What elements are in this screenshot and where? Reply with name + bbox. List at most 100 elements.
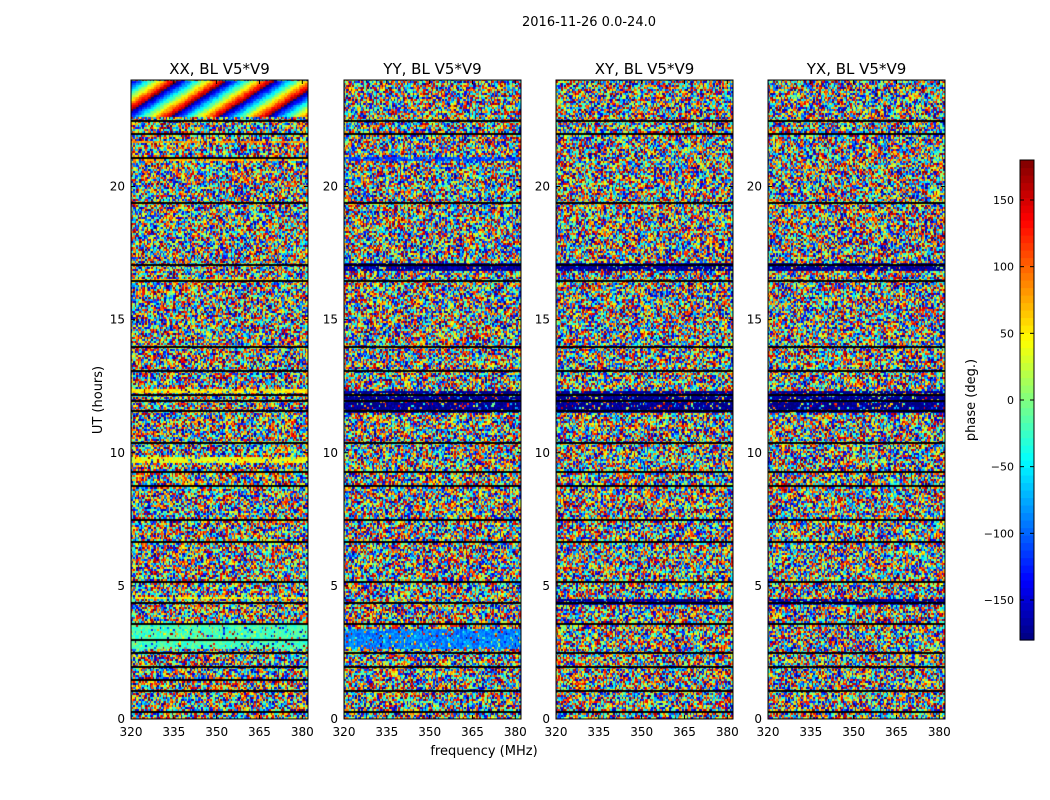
colorbar-segment	[1020, 617, 1034, 626]
heatmap-image	[556, 80, 733, 719]
colorbar-segment	[1020, 407, 1034, 416]
colorbar-segment	[1020, 400, 1034, 409]
colorbar-segment	[1020, 415, 1034, 424]
panel-title: XX, BL V5*V9	[169, 60, 270, 78]
x-tick-label: 380	[928, 725, 951, 739]
y-tick-label: 10	[747, 446, 762, 460]
colorbar-tick-label: 0	[1007, 394, 1014, 407]
axes-frame	[555, 79, 734, 720]
colorbar-segment	[1020, 317, 1034, 326]
colorbar-segment	[1020, 625, 1034, 634]
x-tick-label: 380	[291, 725, 314, 739]
y-tick-label: 15	[535, 313, 550, 327]
y-tick-label: 10	[535, 446, 550, 460]
colorbar-segment	[1020, 527, 1034, 536]
colorbar-segment	[1020, 437, 1034, 446]
colorbar-segment	[1020, 340, 1034, 349]
colorbar-tick-label: 50	[1000, 327, 1014, 340]
heatmap-image	[344, 80, 521, 719]
colorbar-segment	[1020, 280, 1034, 289]
heatmap-image	[768, 80, 945, 719]
x-axis-label: frequency (MHz)	[430, 744, 537, 759]
colorbar-segment	[1020, 520, 1034, 529]
panel-title: YX, BL V5*V9	[806, 60, 907, 78]
colorbar-segment	[1020, 512, 1034, 521]
colorbar-segment	[1020, 250, 1034, 259]
x-tick-label: 380	[504, 725, 527, 739]
colorbar-segment	[1020, 295, 1034, 304]
colorbar-segment	[1020, 370, 1034, 379]
heatmap-canvas	[131, 80, 308, 719]
colorbar-segment	[1020, 227, 1034, 236]
x-tick-label: 365	[248, 725, 271, 739]
colorbar-segment	[1020, 212, 1034, 221]
colorbar-segment	[1020, 175, 1034, 184]
y-tick-label: 20	[323, 180, 338, 194]
colorbar-segment	[1020, 595, 1034, 604]
colorbar-segment	[1020, 565, 1034, 574]
colorbar-segment	[1020, 377, 1034, 386]
colorbar-segment	[1020, 430, 1034, 439]
x-tick-label: 335	[587, 725, 610, 739]
y-tick-label: 5	[754, 579, 762, 593]
x-tick-label: 350	[630, 725, 653, 739]
panel-4: YX, BL V5*V9 320 335 350 365 380 0 5 10 15 20	[747, 60, 951, 739]
y-tick-label: 0	[542, 712, 550, 726]
y-tick-label: 15	[323, 313, 338, 327]
colorbar-tick-label: 100	[993, 261, 1014, 274]
colorbar-label: phase (deg.)	[964, 359, 979, 441]
x-tick-label: 350	[205, 725, 228, 739]
y-tick-label: 0	[754, 712, 762, 726]
axes-frame	[343, 79, 522, 720]
colorbar-segment	[1020, 302, 1034, 311]
y-tick-label: 5	[542, 579, 550, 593]
y-tick-label: 15	[747, 313, 762, 327]
colorbar-segment	[1020, 452, 1034, 461]
x-tick-label: 380	[716, 725, 739, 739]
y-tick-label: 20	[110, 180, 125, 194]
colorbar-segment	[1020, 310, 1034, 319]
colorbar-segment	[1020, 197, 1034, 206]
x-tick-label: 320	[120, 725, 143, 739]
colorbar-segment	[1020, 182, 1034, 191]
colorbar-segment	[1020, 587, 1034, 596]
colorbar-segment	[1020, 610, 1034, 619]
y-tick-label: 15	[110, 313, 125, 327]
x-tick-label: 335	[375, 725, 398, 739]
colorbar-segment	[1020, 467, 1034, 476]
colorbar-segment	[1020, 362, 1034, 371]
colorbar-segment	[1020, 542, 1034, 551]
y-tick-label: 5	[117, 579, 125, 593]
colorbar-segment	[1020, 445, 1034, 454]
y-tick-label: 5	[330, 579, 338, 593]
figure-suptitle: 2016-11-26 0.0-24.0	[522, 15, 656, 30]
x-tick-label: 320	[545, 725, 568, 739]
x-tick-label: 320	[333, 725, 356, 739]
y-tick-label: 20	[535, 180, 550, 194]
colorbar-segment	[1020, 347, 1034, 356]
colorbar: 150 100 50 0 −50 −100 −150	[984, 159, 1035, 641]
colorbar-segment	[1020, 235, 1034, 244]
colorbar-segment	[1020, 265, 1034, 274]
colorbar-segment	[1020, 490, 1034, 499]
y-tick-label: 0	[117, 712, 125, 726]
y-tick-label: 20	[747, 180, 762, 194]
colorbar-segment	[1020, 505, 1034, 514]
colorbar-segment	[1020, 422, 1034, 431]
colorbar-segment	[1020, 272, 1034, 281]
y-axis-label: UT (hours)	[91, 366, 106, 434]
x-tick-label: 335	[799, 725, 822, 739]
colorbar-segment	[1020, 325, 1034, 334]
colorbar-tick-label: −50	[991, 461, 1014, 474]
colorbar-segment	[1020, 167, 1034, 176]
x-tick-label: 365	[885, 725, 908, 739]
panel-title: YY, BL V5*V9	[382, 60, 481, 78]
colorbar-segment	[1020, 572, 1034, 581]
colorbar-segment	[1020, 535, 1034, 544]
x-tick-label: 350	[842, 725, 865, 739]
axes-frame	[130, 79, 309, 720]
colorbar-segment	[1020, 385, 1034, 394]
x-tick-label: 320	[757, 725, 780, 739]
colorbar-segment	[1020, 160, 1034, 169]
panel-title: XY, BL V5*V9	[595, 60, 695, 78]
